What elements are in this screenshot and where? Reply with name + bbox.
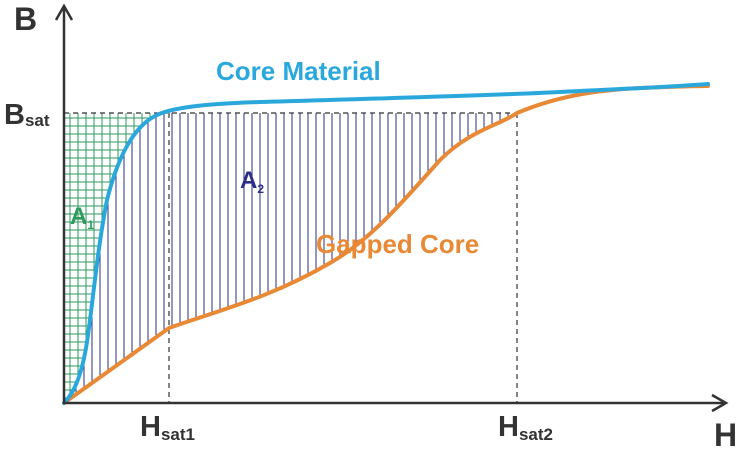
gapped-core-label: Gapped Core (316, 229, 479, 259)
hsat2-label: Hsat2 (498, 411, 553, 444)
x-axis-label: H (714, 417, 737, 450)
core-material-label: Core Material (216, 56, 381, 86)
bsat-label: Bsat (4, 99, 50, 131)
region-a1-label: A1 (70, 203, 94, 232)
hsat1-label: Hsat1 (140, 411, 195, 444)
region-a2-label: A2 (240, 167, 264, 196)
x-axis-arrow-icon (711, 393, 729, 413)
y-axis-arrow-icon (54, 3, 74, 21)
core-material-curve (62, 82, 710, 405)
y-axis-label: B (14, 1, 37, 37)
